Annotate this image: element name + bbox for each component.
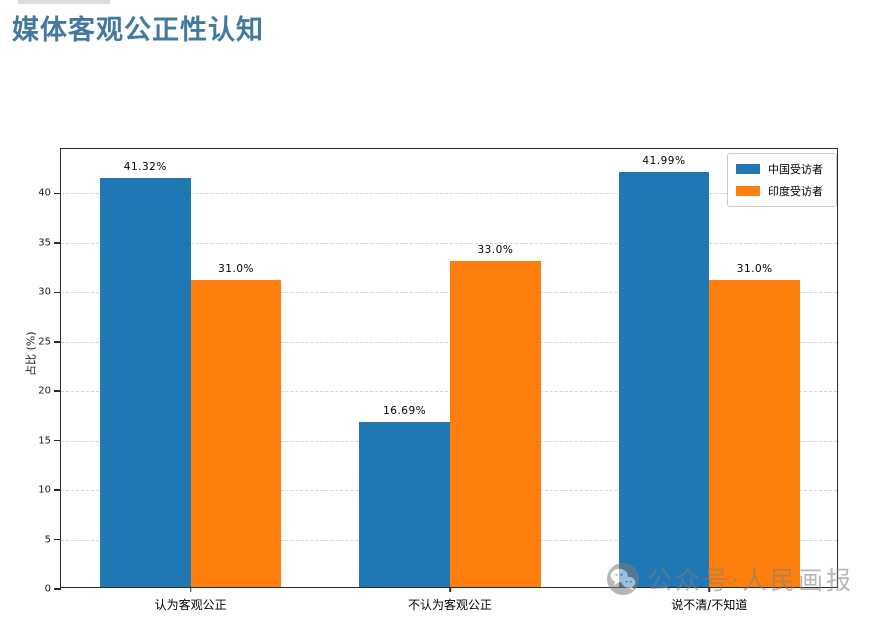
x-category-label: 认为客观公正 [154,598,227,612]
legend-swatch [736,186,760,196]
x-tick-mark [189,587,192,592]
x-tick-mark [449,587,451,592]
y-tick-mark [54,588,61,590]
y-tick-label: 20 [38,385,51,397]
x-category-label: 说不清/不知道 [671,598,748,612]
y-tick-mark [54,242,61,244]
y-tick-label: 40 [38,187,51,199]
y-tick-label: 35 [38,237,51,249]
legend-item: 印度受访者 [736,183,828,199]
legend: 中国受访者印度受访者 [727,153,837,207]
bar-value-label: 41.99% [642,154,686,167]
bar-value-label: 33.0% [477,243,514,256]
y-tick-mark [54,291,61,294]
y-tick-label: 30 [38,286,51,298]
y-tick-label: 0 [44,583,51,595]
bar-中国受访者-0 [99,178,191,587]
gridline [61,193,837,195]
gridline [61,391,837,393]
x-tick-mark [708,587,711,592]
bar-中国受访者-2 [618,171,710,587]
y-tick-mark [54,489,61,491]
bar-value-label: 31.0% [218,263,254,276]
bar-value-label: 16.69% [383,404,427,417]
y-tick-mark [54,390,61,392]
plot-area: 0 5 10 15 20 25 30 35 40 41.32% 31.0% 认为客观公正 16.69% 3… [38,148,838,612]
page-title: 媒体客观公正性认知 [12,15,264,46]
gridline [61,341,837,343]
bar-value-label: 31.0% [736,263,773,276]
legend-label: 印度受访者 [768,185,823,198]
y-tick-label: 25 [38,336,51,348]
gridline [61,242,837,244]
y-tick-label: 10 [38,484,51,496]
x-category-label: 不认为客观公正 [407,598,493,612]
legend-swatch [736,164,760,174]
y-tick-label: 5 [44,534,51,546]
bar-印度受访者-0 [190,280,282,587]
bar-印度受访者-2 [709,280,801,587]
legend-label: 中国受访者 [768,163,823,176]
bar-value-label: 41.32% [123,161,167,174]
y-tick-mark [54,538,61,541]
y-tick-mark [54,439,61,442]
y-tick-mark [54,192,61,195]
bar-印度受访者-1 [450,260,541,587]
y-tick-mark [54,341,61,343]
scan-artifact [18,0,110,4]
y-tick-label: 15 [38,435,51,447]
legend-item: 中国受访者 [736,161,828,177]
bar-中国受访者-1 [359,421,450,587]
gridline [61,292,837,294]
